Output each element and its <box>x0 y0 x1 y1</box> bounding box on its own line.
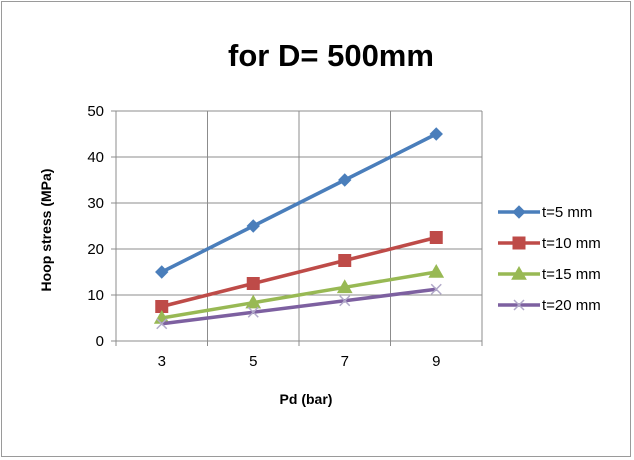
series-line <box>161 287 437 326</box>
x-axis-title: Pd (bar) <box>280 391 333 407</box>
x-marker-stroke <box>513 299 525 311</box>
data-point <box>247 306 259 318</box>
data-point <box>246 277 260 290</box>
x-marker-stroke <box>430 283 442 295</box>
x-tick-label: 5 <box>249 353 257 370</box>
x-tick-label: 3 <box>158 353 166 370</box>
axes: 0 10 20 30 40 50 3 5 7 9 <box>87 103 483 370</box>
legend-label: t=5 mm <box>542 204 592 221</box>
legend-label: t=20 mm <box>542 297 601 314</box>
series-line <box>161 235 437 309</box>
legend: t=5 mm t=10 mm t=15 mm t=20 mm <box>498 204 601 314</box>
data-point <box>245 294 262 309</box>
legend-item: t=20 mm <box>498 297 601 314</box>
y-axis-title: Hoop stress (MPa) <box>38 169 54 292</box>
y-tick-label: 30 <box>87 195 104 212</box>
legend-marker <box>511 265 527 280</box>
data-point <box>246 219 260 233</box>
data-point <box>338 173 352 187</box>
x-marker-stroke <box>339 295 351 307</box>
y-tick-label: 40 <box>87 149 104 166</box>
series-t-20-mm <box>156 283 442 330</box>
data-point <box>429 127 443 141</box>
legend-item: t=10 mm <box>498 235 601 252</box>
x-tick-label: 7 <box>341 353 349 370</box>
legend-item: t=15 mm <box>498 265 601 283</box>
x-marker-stroke <box>247 306 259 318</box>
series-t-10-mm <box>155 231 443 313</box>
series-line <box>161 270 437 320</box>
data-point <box>155 265 169 279</box>
y-tick-label: 20 <box>87 241 104 258</box>
data-point <box>336 279 353 294</box>
y-tick-label: 50 <box>87 103 104 120</box>
chart-title: for D= 500mm <box>228 38 434 73</box>
data-point <box>156 318 168 330</box>
legend-marker <box>513 299 525 311</box>
y-tick-label: 10 <box>87 287 104 304</box>
series-t-15-mm <box>153 263 445 324</box>
legend-item: t=5 mm <box>498 204 592 221</box>
data-point <box>428 263 445 278</box>
y-tick-label: 0 <box>96 333 104 350</box>
legend-label: t=15 mm <box>542 266 601 283</box>
data-point <box>338 254 352 267</box>
data-point <box>429 231 443 244</box>
series-t-5-mm <box>155 127 443 279</box>
data-point <box>339 295 351 307</box>
x-tick-label: 9 <box>432 353 440 370</box>
legend-marker <box>512 236 526 250</box>
data-point <box>430 283 442 295</box>
legend-marker <box>512 205 526 219</box>
series-group <box>153 127 445 330</box>
legend-label: t=10 mm <box>542 235 601 252</box>
x-marker-stroke <box>156 318 168 330</box>
series-line <box>160 132 438 274</box>
